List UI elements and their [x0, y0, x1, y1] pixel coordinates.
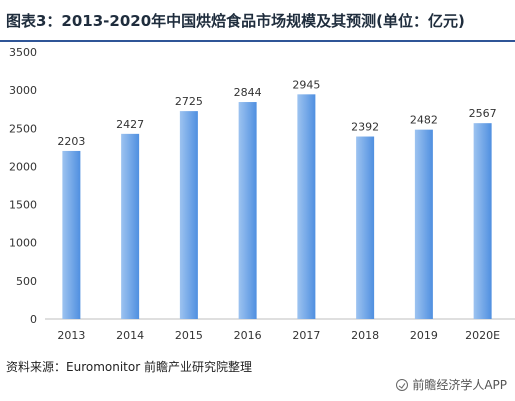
data-labels: 2203 2427 2725 2844 2945 2392 2482 2567	[57, 78, 496, 148]
y-tick-label: 2000	[9, 160, 37, 173]
x-tick-label: 2015	[175, 329, 203, 342]
bar-value-label: 2482	[410, 114, 438, 127]
brand-watermark: 前瞻经济学人APP	[396, 376, 507, 393]
y-tick-label: 3000	[9, 84, 37, 97]
x-tick-label: 2013	[57, 329, 85, 342]
bar-value-label: 2945	[292, 78, 320, 91]
x-tick-label: 2014	[116, 329, 144, 342]
y-tick-label: 3500	[9, 46, 37, 59]
bar-value-label: 2203	[57, 135, 85, 148]
x-tick-label: 2017	[292, 329, 320, 342]
x-tick-label: 2019	[410, 329, 438, 342]
title-divider	[0, 40, 515, 42]
y-tick-label: 2500	[9, 122, 37, 135]
bar-value-label: 2844	[234, 86, 262, 99]
bar-value-label: 2427	[116, 118, 144, 131]
bars	[62, 94, 492, 320]
bar	[121, 133, 140, 319]
bar-value-label: 2725	[175, 95, 203, 108]
bar	[62, 150, 81, 319]
y-tick-label: 1000	[9, 237, 37, 250]
bar	[356, 136, 375, 319]
y-tick-label: 500	[16, 275, 37, 288]
chart-title: 图表3：2013-2020年中国烘焙食品市场规模及其预测(单位：亿元)	[6, 12, 465, 30]
bar	[473, 123, 492, 320]
y-tick-label: 1500	[9, 199, 37, 212]
x-tick-label: 2018	[351, 329, 379, 342]
bar	[238, 102, 257, 319]
y-axis: 0 500 1000 1500 2000 2500 3000 3500	[9, 46, 37, 326]
brand-name: 前瞻经济学人APP	[412, 378, 507, 392]
x-tick-label: 2016	[234, 329, 262, 342]
x-axis: 2013 2014 2015 2016 2017 2018 2019 2020E	[45, 318, 515, 342]
bar	[179, 111, 198, 319]
x-tick-label: 2020E	[465, 329, 500, 342]
brand-logo-icon	[396, 378, 409, 391]
bar-value-label: 2392	[351, 121, 379, 134]
source-note: 资料来源：Euromonitor 前瞻产业研究院整理	[6, 360, 252, 374]
bar	[414, 129, 433, 319]
bar	[297, 94, 316, 320]
y-tick-label: 0	[30, 313, 37, 326]
bar-value-label: 2567	[469, 107, 497, 120]
